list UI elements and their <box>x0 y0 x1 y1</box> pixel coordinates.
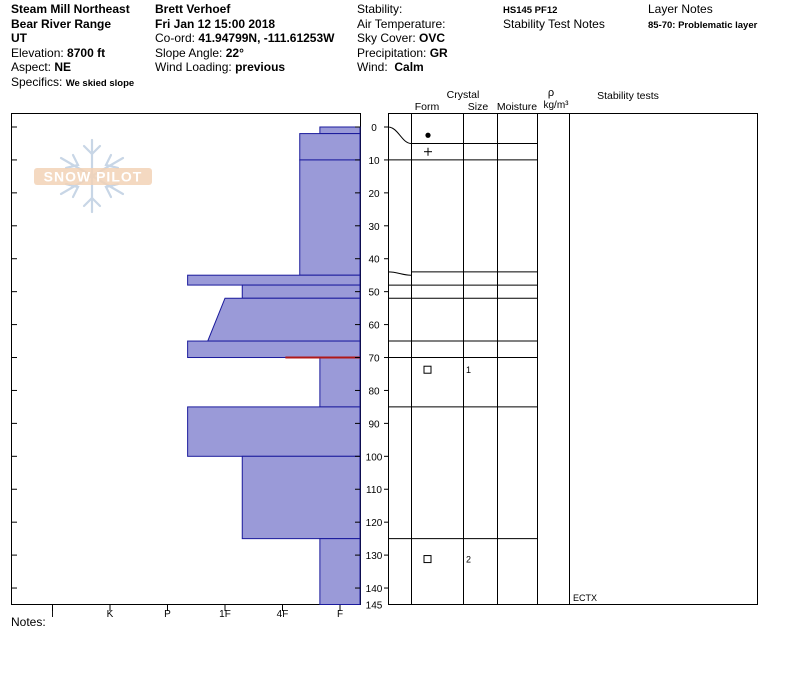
stability-notes-label: Stability Test Notes <box>503 16 605 31</box>
precipitation-particle-icon <box>425 132 431 138</box>
hs-pf-value: HS145 PF12 <box>503 5 558 16</box>
hardness-bars <box>187 126 361 606</box>
hardness-bar <box>241 284 361 299</box>
hardness-bar <box>319 126 361 135</box>
depth-tick-label: 130 <box>366 551 383 562</box>
notes-label: Notes: <box>11 615 46 629</box>
hardness-bar <box>299 159 361 276</box>
grain-size-value: 1 <box>466 365 471 375</box>
state-name: UT <box>11 31 27 45</box>
depth-tick-label: 10 <box>368 156 380 167</box>
elevation-label: Elevation: <box>11 45 64 60</box>
depth-axis: 0 10 20 30 40 50 60 70 80 90 100 110 120 130 140 145 <box>366 123 388 612</box>
logo-text: SNOW PILOT <box>44 169 143 185</box>
air-temp-label: Air Temperature: <box>357 16 446 31</box>
observer-name: Brett Verhoef <box>155 2 231 16</box>
hardness-bar <box>187 340 361 359</box>
precip-label: Precipitation: <box>357 45 427 60</box>
aspect-label: Aspect: <box>11 60 52 74</box>
layer-notes-label: Layer Notes <box>648 2 713 16</box>
depth-tick-label: 100 <box>366 452 383 463</box>
header-location-block: Steam Mill Northeast Bear River Range UT… <box>11 2 134 89</box>
hardness-bar <box>319 538 361 606</box>
stability-label: Stability: <box>357 2 403 16</box>
depth-tick-label: 80 <box>368 386 380 397</box>
moisture-header: Moisture <box>497 101 537 113</box>
hardness-tick-label: I <box>51 609 54 620</box>
snowpilot-logo: SNOW PILOT <box>34 138 152 214</box>
depth-tick-label: 20 <box>368 189 380 200</box>
hardness-tick-label: 1F <box>219 609 231 620</box>
depth-tick-label: 120 <box>366 518 383 529</box>
hardness-bar <box>207 297 361 342</box>
wind-loading-label: Wind Loading: <box>155 60 232 74</box>
header-layer-notes-block: Layer Notes 85-70: Problematic layer <box>648 2 757 31</box>
depth-tick-label: 70 <box>368 354 380 365</box>
precip-value: GR <box>429 45 448 60</box>
density-unit: kg/m³ <box>544 100 570 111</box>
hardness-bar <box>187 406 361 457</box>
depth-tick-label: 60 <box>368 321 380 332</box>
hardness-tick-label: K <box>107 609 114 620</box>
hardness-tick-label: 4F <box>277 609 289 620</box>
wind-value: Calm <box>394 60 424 74</box>
depth-tick-label: 145 <box>366 601 383 612</box>
stability-tests-header: Stability tests <box>597 90 659 102</box>
layer-connector <box>387 271 412 276</box>
coord-value: 41.94799N, -111.61253W <box>198 31 335 45</box>
hardness-bar <box>299 133 361 161</box>
layer-connector <box>387 126 412 144</box>
specifics-label: Specifics: <box>11 74 63 89</box>
hardness-edge-ticks <box>12 126 360 589</box>
header-stability-block: HS145 PF12 Stability Test Notes <box>503 2 605 31</box>
depth-tick-label: 50 <box>368 288 380 299</box>
hardness-bar <box>187 274 361 286</box>
wind-loading-value: previous <box>235 60 286 74</box>
slope-value: 22° <box>225 45 244 60</box>
location-name: Steam Mill Northeast <box>11 2 130 16</box>
hardness-bar <box>241 455 361 540</box>
ectx-test-result: ECTX <box>573 593 597 603</box>
crystal-table-rows: 12 <box>387 126 537 565</box>
grain-size-value: 2 <box>466 555 471 565</box>
depth-tick-label: 40 <box>368 255 380 266</box>
header-observer-block: Brett Verhoef Fri Jan 12 15:00 2018 Co-o… <box>155 2 334 75</box>
range-name: Bear River Range <box>11 16 112 31</box>
depth-tick-label: 90 <box>368 419 380 430</box>
specifics-value: We skied slope <box>65 77 135 89</box>
sky-label: Sky Cover: <box>357 31 416 45</box>
aspect-value: NE <box>54 60 72 74</box>
observation-datetime: Fri Jan 12 15:00 2018 <box>155 16 276 31</box>
crystal-table-grid <box>388 113 758 605</box>
layer-note-text: 85-70: Problematic layer <box>648 19 758 31</box>
size-header: Size <box>468 101 489 113</box>
form-header: Form <box>415 101 440 113</box>
depth-tick-label: 0 <box>371 123 377 134</box>
wind-label: Wind: <box>357 60 388 74</box>
depth-tick-label: 110 <box>366 485 382 496</box>
depth-tick-label: 140 <box>366 584 383 595</box>
depth-tick-label: 30 <box>368 222 380 233</box>
crystal-header: Crystal <box>447 89 480 101</box>
sky-value: OVC <box>419 31 446 45</box>
plus-icon <box>424 147 432 156</box>
faceted-crystal-icon <box>423 555 432 564</box>
hardness-bar <box>319 357 361 408</box>
header-weather-block: Stability: Air Temperature: Sky Cover: O… <box>357 2 448 75</box>
density-symbol: ρ <box>548 87 554 99</box>
hardness-axis: I K P 1F 4F F <box>51 605 343 620</box>
hardness-tick-label: F <box>337 609 343 620</box>
elevation-value: 8700 ft <box>67 45 106 60</box>
hardness-tick-label: P <box>164 609 171 620</box>
slope-label: Slope Angle: <box>155 45 223 60</box>
faceted-crystal-icon <box>423 365 432 374</box>
coord-label: Co-ord: <box>155 31 196 45</box>
